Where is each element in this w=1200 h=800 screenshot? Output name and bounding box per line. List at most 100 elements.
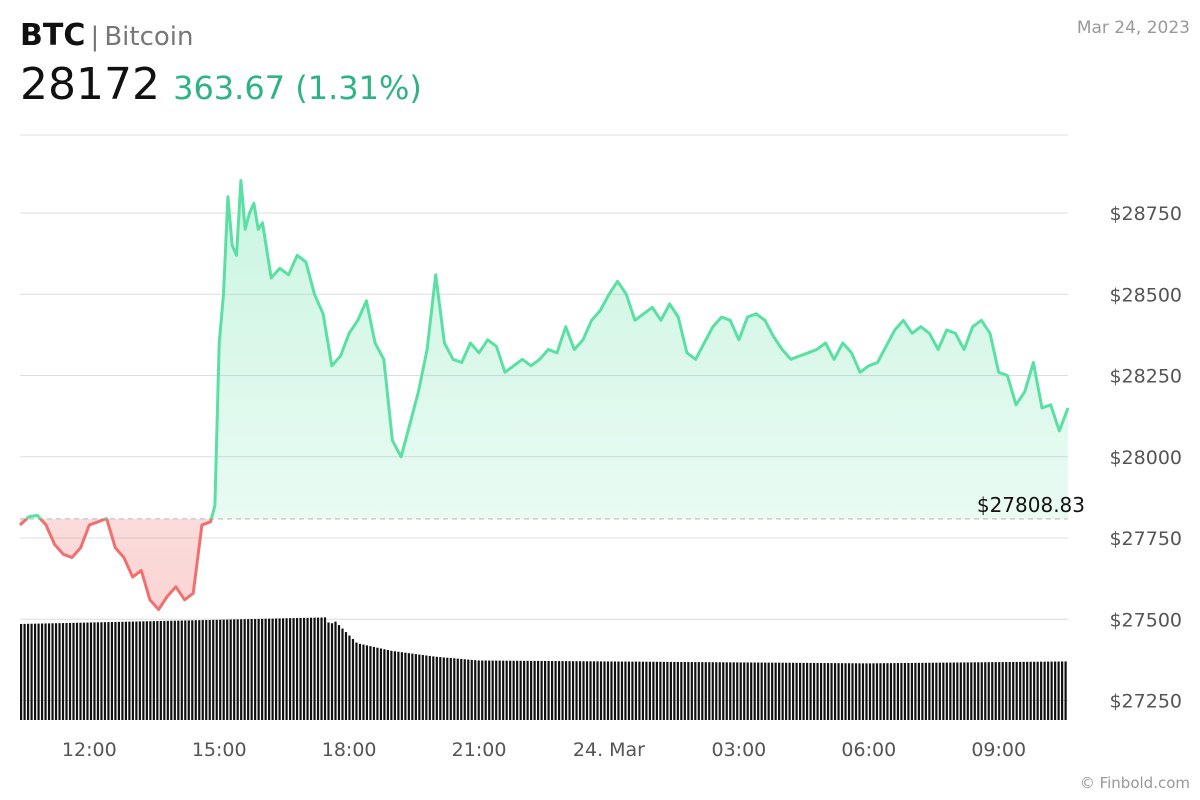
volume-bar: [603, 661, 606, 720]
volume-bar: [334, 621, 337, 720]
volume-bar: [788, 662, 791, 720]
volume-bar: [365, 645, 369, 720]
volume-bar: [718, 662, 721, 720]
y-tick-label: $28000: [1109, 447, 1182, 469]
volume-bar: [275, 618, 278, 720]
volume-bar: [177, 620, 180, 720]
volume-bar: [414, 654, 417, 720]
price-line-below-reference: [18, 518, 213, 611]
x-tick-label: 15:00: [192, 739, 247, 761]
volume-bar: [697, 662, 700, 720]
asset-name: Bitcoin: [104, 22, 194, 52]
volume-bar: [1040, 661, 1043, 720]
volume-bar: [935, 662, 938, 720]
volume-bar: [928, 662, 931, 720]
volume-bar: [1001, 662, 1004, 720]
volume-bar: [379, 648, 383, 720]
volume-bar: [910, 662, 913, 720]
volume-bar: [397, 651, 400, 720]
volume-bar: [184, 620, 187, 720]
volume-bar: [715, 662, 718, 720]
volume-bar: [201, 620, 204, 720]
volume-bar: [991, 662, 994, 720]
volume-bar: [652, 661, 655, 720]
volume-bar: [79, 622, 82, 720]
volume-bar: [37, 623, 40, 720]
volume-bar: [589, 661, 592, 720]
volume-bar: [585, 661, 589, 720]
volume-bar: [833, 663, 837, 720]
volume-bar: [753, 662, 756, 720]
volume-bar: [348, 635, 351, 720]
volume-bar: [1054, 661, 1057, 720]
volume-bar: [23, 623, 26, 720]
volume-bar: [823, 663, 826, 720]
volume-bar: [128, 621, 131, 720]
x-tick-label: 12:00: [62, 739, 117, 761]
volume-bar: [526, 660, 529, 720]
volume-bar: [222, 619, 225, 720]
volume-bar: [516, 660, 519, 720]
source-credit: © Finbold.com: [1079, 774, 1190, 792]
volume-bar: [571, 661, 575, 720]
volume-bar: [802, 662, 805, 720]
volume-bar: [736, 662, 739, 720]
volume-bar: [819, 663, 823, 720]
volume-bar: [722, 662, 725, 720]
volume-bar: [439, 657, 442, 720]
volume-bar: [411, 653, 414, 720]
volume-bar: [959, 662, 962, 720]
volume-bar: [229, 619, 232, 720]
volume-bar: [945, 662, 948, 720]
volume-bar: [774, 662, 777, 720]
area-fill-above-reference: [26, 180, 1068, 519]
volume-bar: [282, 618, 285, 720]
volume-bar: [456, 658, 459, 720]
volume-bar: [596, 661, 599, 720]
volume-bar: [58, 623, 61, 720]
x-axis-ticks: 12:00 15:00 18:00 21:00 24. Mar 03:00 06:00 09:…: [62, 739, 1026, 761]
volume-bar: [337, 625, 341, 720]
price-lines: [18, 179, 1070, 611]
volume-bar: [261, 618, 264, 720]
volume-bar: [1064, 661, 1067, 720]
volume-bar: [131, 621, 134, 720]
volume-bar: [1043, 661, 1046, 720]
volume-bar: [247, 619, 250, 720]
volume-bar: [383, 649, 386, 720]
volume-bar: [292, 618, 295, 720]
volume-bar: [554, 661, 557, 720]
volume-bar: [121, 621, 124, 720]
volume-bar: [673, 661, 676, 720]
volume-bar: [806, 662, 809, 720]
volume-bar: [306, 617, 309, 720]
volume-bar: [86, 622, 89, 720]
volume-bar: [1033, 661, 1036, 720]
volume-bar: [568, 661, 571, 720]
volume-bar: [994, 662, 997, 720]
volume-bar: [449, 658, 452, 720]
volume-bar: [792, 662, 795, 720]
volume-bar: [694, 662, 697, 720]
volume-bar: [949, 662, 952, 720]
volume-bar: [1047, 661, 1050, 720]
volume-bar: [662, 661, 665, 720]
volume-bar: [711, 662, 714, 720]
volume-bar: [390, 650, 393, 720]
x-tick-label: 18:00: [322, 739, 377, 761]
volume-bar: [781, 662, 784, 720]
volume-bar: [250, 619, 253, 720]
volume-bar: [938, 662, 941, 720]
volume-bar: [760, 662, 763, 720]
x-tick-label: 09:00: [971, 739, 1026, 761]
volume-bar: [840, 663, 844, 720]
volume-bar: [470, 659, 473, 720]
volume-bar: [889, 663, 893, 720]
volume-bar: [750, 662, 753, 720]
volume-bar: [1005, 662, 1008, 720]
volume-bar: [435, 656, 438, 720]
volume-bar: [732, 662, 735, 720]
volume-bar: [509, 660, 512, 720]
volume-bar: [400, 652, 403, 720]
volume-bar: [372, 646, 376, 720]
